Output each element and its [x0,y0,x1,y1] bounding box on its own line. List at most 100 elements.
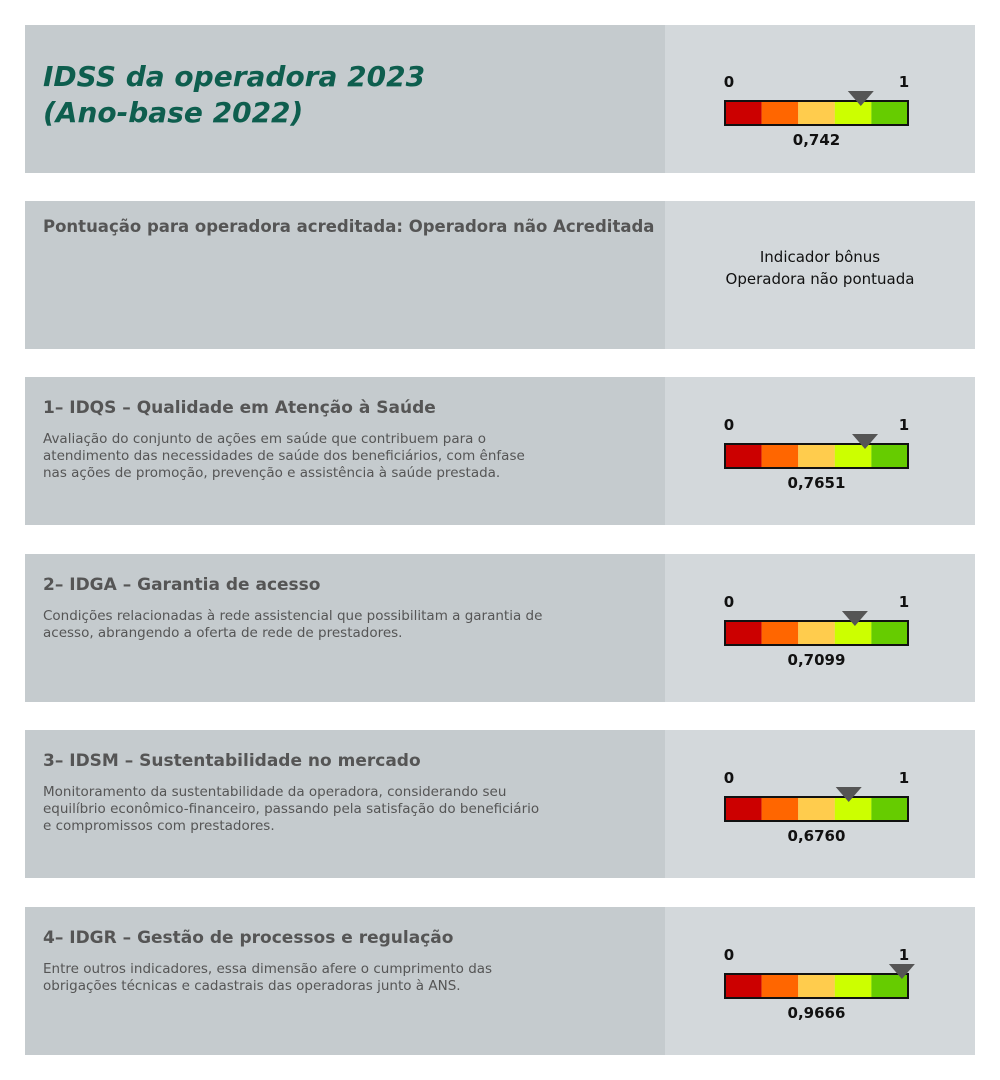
gauge-segment [761,444,799,468]
indicator-left: 3– IDSM – Sustentabilidade no mercado Mon… [25,730,665,878]
gauge-border [724,100,909,126]
gauge-value: 0,7651 [788,474,846,492]
bonus-line: Operadora não pontuada [725,270,915,288]
gauge-segment [761,101,799,125]
gauge-value: 0,6760 [788,827,846,845]
gauge-min-label: 0 [724,73,734,91]
gauge-segment [871,444,908,468]
description-line: Entre outros indicadores, essa dimensão … [43,960,493,977]
gauge-marker [841,610,868,626]
gauge-segment [725,101,762,125]
indicator-title: 3– IDSM – Sustentabilidade no mercado [43,751,421,771]
indicator-description: Monitoramento da sustentabilidade da ope… [43,784,539,835]
indicator-left: 1– IDQS – Qualidade em Atenção à Saúde Av… [25,377,665,525]
indicator-card: 1– IDQS – Qualidade em Atenção à Saúde Av… [25,377,975,525]
bonus-line: Indicador bônus [759,248,881,266]
gauge-segment [761,973,799,998]
description-line: atendimento das necessidades de saúde do… [43,448,525,464]
gauge-max-label: 1 [899,593,909,611]
indicator-description: Entre outros indicadores, essa dimensão … [43,961,492,995]
indicator-left: 2– IDGA – Garantia de acesso Condições re… [25,553,665,702]
gauge-marker [888,963,915,979]
indicator-left: 4– IDGR – Gestão de processos e regulaçã… [25,906,665,1055]
indicator-description: Avaliação do conjunto de ações em saúde … [43,431,525,482]
description-line: obrigações técnicas e cadastrais das ope… [43,977,461,994]
header-left: IDSS da operadora 2023 (Ano-base 2022) [25,25,665,173]
gauge-border [724,972,909,999]
gauge-segment [725,797,762,821]
gauge: 0 1 0,7099 [715,587,935,677]
gauge-svg: 0 1 0,6760 [724,769,909,845]
accreditation-text: Pontuação para operadora acreditada: Ope… [43,217,655,236]
gauge-svg: 0 1 0,9666 [724,946,915,1022]
gauge-marker [852,434,879,449]
gauge-segment [761,620,799,645]
description-line: Avaliação do conjunto de ações em saúde … [43,431,486,447]
gauge-segment [871,101,908,125]
gauge-svg: 0 1 0,7099 [724,593,909,669]
indicator-right: 0 1 0,7099 [665,553,975,702]
gauge-segment [834,797,872,821]
gauge-segment [834,101,872,125]
indicator-right: 0 1 0,6760 [665,730,975,878]
gauge-value: 0,9666 [788,1004,846,1022]
gauge: 0 1 0,6760 [715,763,935,853]
gauge: 0 1 0,7651 [715,410,935,500]
gauge-min-label: 0 [724,946,734,964]
title-line: (Ano-base 2022) [43,96,304,129]
indicator-card: 2– IDGA – Garantia de acesso Condições re… [25,553,975,702]
gauge: 0 1 0,742 [715,67,935,157]
description-line: e compromissos com prestadores. [43,818,275,834]
accreditation-card: Pontuação para operadora acreditada: Ope… [25,201,975,349]
indicator-title: 1– IDQS – Qualidade em Atenção à Saúde [43,398,436,418]
gauge-min-label: 0 [724,416,734,434]
description-line: acesso, abrangendo a oferta de rede de p… [43,624,403,641]
gauge-marker [835,787,862,802]
gauge-svg: 0 1 0,7651 [724,416,909,492]
description-line: Monitoramento da sustentabilidade da ope… [43,784,507,800]
gauge-border [724,796,909,822]
indicator-right: 0 1 0,9666 [665,906,975,1055]
title: IDSS da operadora 2023 (Ano-base 2022) [43,59,425,131]
gauge-segment [725,444,762,468]
gauge-segment [725,973,762,998]
gauge-segment [761,797,799,821]
indicator-card: 4– IDGR – Gestão de processos e regulaçã… [25,906,975,1055]
title-line: IDSS da operadora 2023 [43,60,426,93]
gauge-segment [834,620,872,645]
gauge-segment [798,973,835,998]
gauge-value: 0,7099 [788,651,846,669]
indicator-description: Condições relacionadas à rede assistenci… [43,608,542,642]
description-line: Condições relacionadas à rede assistenci… [43,607,543,624]
accreditation-right: Indicador bônus Operadora não pontuada [665,201,975,349]
gauge-border [724,619,909,646]
gauge-segment [871,620,908,645]
gauge-value: 0,742 [793,131,840,149]
gauge-segment [798,620,835,645]
gauge-marker [847,91,874,106]
indicator-card: 3– IDSM – Sustentabilidade no mercado Mon… [25,730,975,878]
indicator-title: 2– IDGA – Garantia de acesso [43,574,321,595]
gauge-min-label: 0 [724,769,734,787]
accreditation-left: Pontuação para operadora acreditada: Ope… [25,201,665,349]
gauge-max-label: 1 [899,769,909,787]
header-right: 0 1 0,742 [665,25,975,173]
gauge: 0 1 0,9666 [715,940,935,1030]
gauge-segment [798,101,835,125]
gauge-segment [798,444,835,468]
gauge-max-label: 1 [899,946,909,964]
header-card: IDSS da operadora 2023 (Ano-base 2022) 0 1… [25,25,975,173]
gauge-segment [834,973,872,998]
gauge-segment [871,797,908,821]
gauge-svg: 0 1 0,742 [724,73,909,149]
gauge-segment [798,797,835,821]
gauge-border [724,443,909,469]
description-line: nas ações de promoção, prevenção e assis… [43,465,501,481]
bonus: Indicador bônus Operadora não pontuada [665,246,975,290]
gauge-segment [725,620,762,645]
indicator-right: 0 1 0,7651 [665,377,975,525]
description-line: equilíbrio econômico-financeiro, passand… [43,801,540,817]
indicator-title: 4– IDGR – Gestão de processos e regulaçã… [43,927,454,948]
gauge-min-label: 0 [724,593,734,611]
